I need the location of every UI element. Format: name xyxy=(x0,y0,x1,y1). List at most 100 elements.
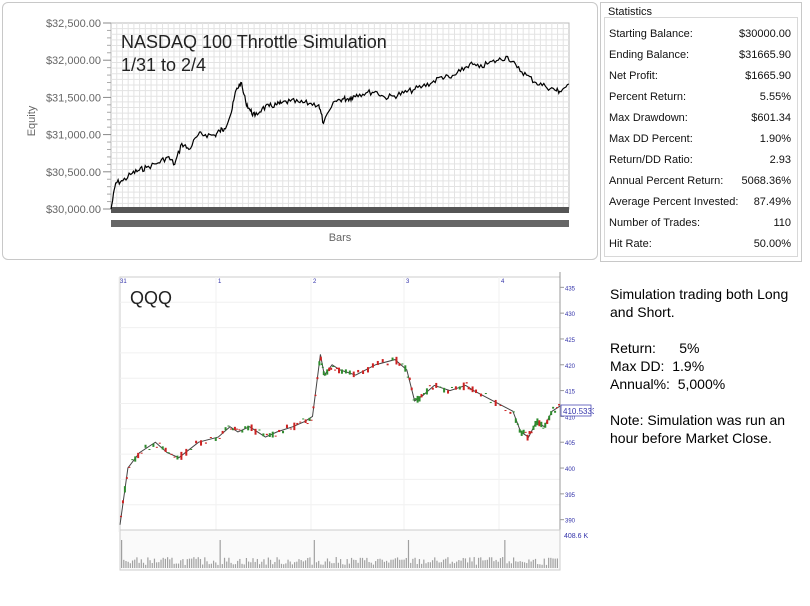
qqq-candle xyxy=(554,410,557,413)
qqq-volume-bar xyxy=(543,558,545,568)
qqq-candle xyxy=(484,393,487,395)
qqq-volume-bar xyxy=(394,558,396,568)
qqq-volume-bar xyxy=(123,559,125,568)
qqq-candle xyxy=(128,466,131,468)
qqq-volume-bar xyxy=(307,557,309,568)
qqq-last-price: 410.5333 xyxy=(563,407,594,416)
qqq-candle xyxy=(316,377,319,380)
qqq-volume-bar xyxy=(407,540,410,568)
equity-x-axis-band xyxy=(111,207,569,213)
qqq-volume-bar xyxy=(142,562,145,568)
qqq-volume-bar xyxy=(274,562,276,568)
qqq-candle xyxy=(170,453,173,455)
stat-row-average-percent-invested: Average Percent Invested: 87.49% xyxy=(609,196,791,210)
equity-chart: $30,000.00 $30,500.00 $31,000.00 $31,500.00… xyxy=(26,18,570,244)
qqq-candle xyxy=(306,423,309,425)
qqq-volume-bar xyxy=(296,561,298,568)
qqq-candle xyxy=(195,440,198,444)
qqq-candle xyxy=(324,373,327,376)
qqq-candle xyxy=(404,365,407,372)
qqq-volume-bar xyxy=(372,564,375,568)
qqq-volume-bar xyxy=(477,557,480,568)
qqq-candle xyxy=(550,411,553,416)
qqq-candle xyxy=(340,369,343,374)
qqq-volume-bar xyxy=(451,561,453,568)
stat-label: Annual Percent Return: xyxy=(609,175,724,187)
qqq-candle xyxy=(308,417,311,421)
qqq-y-tick-label: 390 xyxy=(565,519,576,525)
qqq-volume-bar xyxy=(254,561,256,568)
qqq-candle xyxy=(258,429,261,431)
qqq-x-tick-label: 1 xyxy=(218,279,222,285)
qqq-candle xyxy=(352,371,355,378)
statistics-panel: Statistics Starting Balance: $30000.00 E… xyxy=(600,2,802,262)
qqq-volume-bar xyxy=(145,564,147,568)
qqq-candle xyxy=(518,429,521,433)
stat-row-starting-balance: Starting Balance: $30000.00 xyxy=(609,28,791,42)
qqq-volume-bar xyxy=(263,559,265,568)
qqq-volume-bar xyxy=(508,561,510,568)
qqq-volume-bar xyxy=(348,563,350,568)
qqq-candle xyxy=(190,448,193,450)
qqq-volume-bar xyxy=(548,557,550,568)
qqq-candle xyxy=(450,386,453,388)
qqq-volume-bar xyxy=(298,559,300,568)
qqq-candle xyxy=(148,449,151,451)
qqq-y-tick-label: 415 xyxy=(565,390,576,396)
stat-label: Number of Trades: xyxy=(609,217,701,229)
qqq-volume-bar xyxy=(552,558,554,568)
stat-row-number-of-trades: Number of Trades: 110 xyxy=(609,217,791,231)
qqq-volume-bar xyxy=(418,559,421,568)
qqq-candle xyxy=(381,359,384,363)
qqq-volume-bar xyxy=(230,562,232,568)
qqq-volume-bar xyxy=(504,540,506,568)
qqq-candle xyxy=(512,411,515,413)
qqq-candle xyxy=(467,386,470,390)
qqq-volume-bar xyxy=(453,563,456,568)
qqq-volume-bar xyxy=(156,562,158,568)
qqq-x-tick-label: 2 xyxy=(313,279,317,285)
qqq-volume-bar xyxy=(388,562,390,568)
qqq-candle xyxy=(250,424,253,432)
qqq-y-tick-label: 410 xyxy=(565,415,576,421)
qqq-volume-bar xyxy=(193,557,195,568)
qqq-volume-bar xyxy=(256,558,258,568)
qqq-volume-bar xyxy=(456,561,458,568)
qqq-volume-bar xyxy=(438,562,440,568)
qqq-candle xyxy=(209,437,212,439)
qqq-volume-bar xyxy=(175,563,177,568)
qqq-volume-bar xyxy=(283,564,285,568)
qqq-volume-bar xyxy=(337,562,340,568)
qqq-candle xyxy=(412,399,415,401)
qqq-volume-bar xyxy=(134,559,136,568)
qqq-volume-bar xyxy=(480,557,482,568)
qqq-volume-bar xyxy=(541,564,543,568)
qqq-volume-bar xyxy=(180,560,182,568)
qqq-candle xyxy=(314,394,317,397)
qqq-volume-bar xyxy=(375,561,377,568)
qqq-candle xyxy=(271,431,274,438)
qqq-volume-bar xyxy=(129,563,131,568)
qqq-volume-bar xyxy=(410,562,412,568)
qqq-volume-bar xyxy=(289,561,291,568)
qqq-volume-bar xyxy=(442,559,445,568)
qqq-volume-bar xyxy=(162,557,164,568)
qqq-candle xyxy=(235,428,238,430)
qqq-candle xyxy=(435,382,438,388)
qqq-volume-bar xyxy=(237,560,239,568)
qqq-volume-label: 408.6 K xyxy=(564,533,588,540)
qqq-volume-bar xyxy=(182,559,184,568)
qqq-volume-bar xyxy=(460,560,462,568)
qqq-candle xyxy=(221,430,224,434)
qqq-candle xyxy=(302,418,305,420)
notes-maxdd: Max DD: 1.9% xyxy=(610,358,705,374)
notes-note: Note: Simulation was run an hour before … xyxy=(610,412,786,446)
qqq-candle xyxy=(401,363,404,365)
qqq-candle xyxy=(265,433,268,436)
qqq-volume-bar xyxy=(515,561,517,568)
qqq-candle xyxy=(504,410,507,412)
qqq-volume-bar xyxy=(331,563,333,568)
stat-value: $31665.90 xyxy=(739,49,791,61)
qqq-candle xyxy=(386,363,389,366)
qqq-candle xyxy=(530,431,533,434)
